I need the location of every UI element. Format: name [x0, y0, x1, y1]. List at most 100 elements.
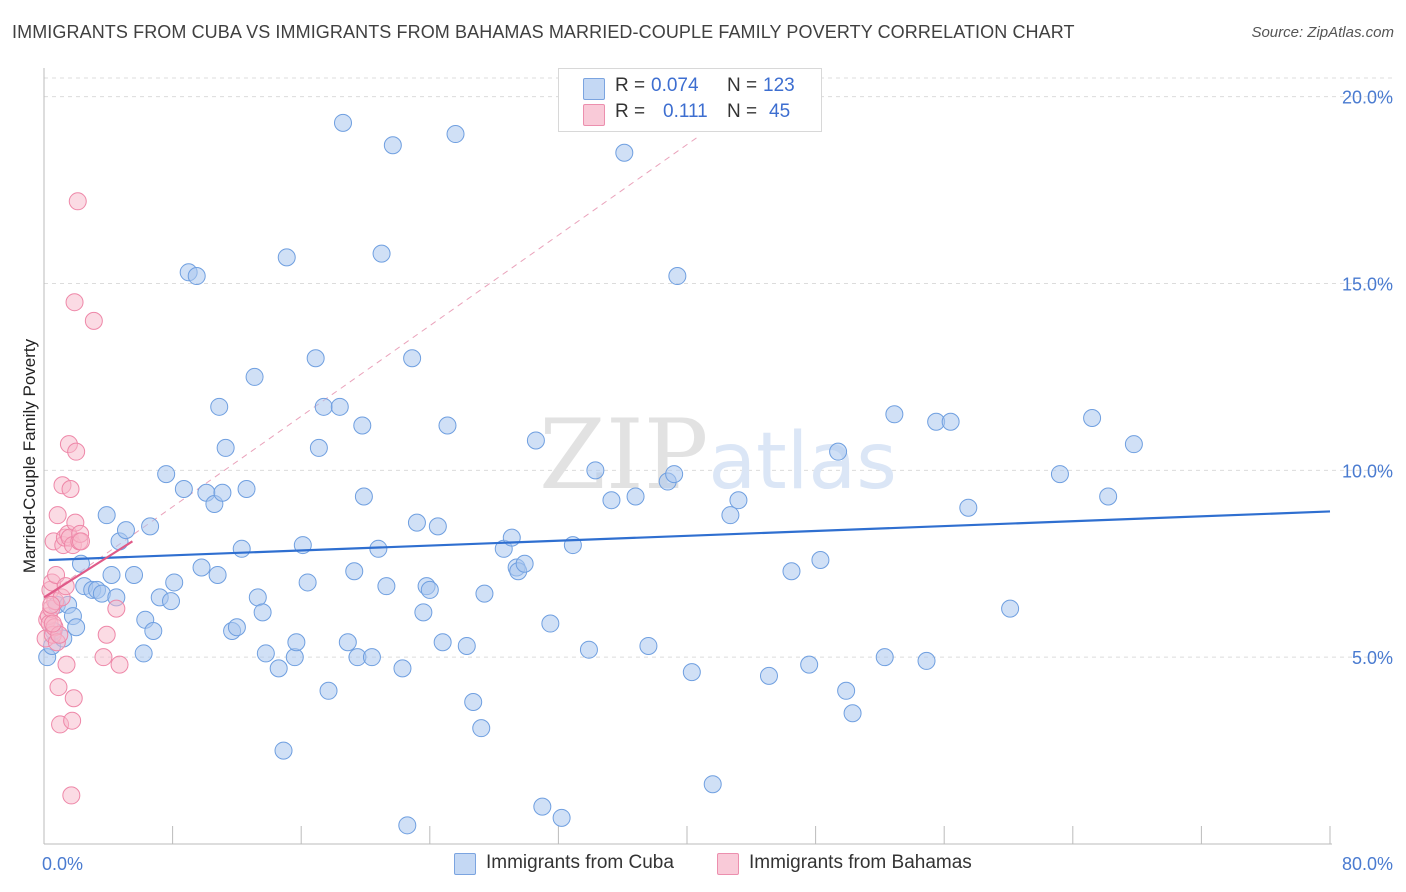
bahamas-point: [67, 442, 86, 461]
cuba-point: [665, 465, 684, 484]
n-value: 123: [763, 75, 795, 96]
cuba-point: [277, 248, 296, 267]
cuba-point: [759, 666, 778, 685]
cuba-point: [192, 558, 211, 577]
cuba-point: [134, 644, 153, 663]
y-tick-label: 20.0%: [1342, 88, 1393, 108]
bahamas-point: [63, 711, 82, 730]
cuba-point: [354, 487, 373, 506]
cuba-point: [208, 565, 227, 584]
cuba-point: [1050, 465, 1069, 484]
cuba-point: [353, 416, 372, 435]
cuba-point: [457, 636, 476, 655]
cuba-swatch: [583, 78, 605, 100]
cuba-point: [333, 113, 352, 132]
cuba-point: [941, 412, 960, 431]
cuba-point: [287, 633, 306, 652]
cuba-point: [515, 554, 534, 573]
bahamas-point: [57, 655, 76, 674]
cuba-point: [362, 648, 381, 667]
cuba-point: [309, 438, 328, 457]
bahamas-point: [97, 625, 116, 644]
cuba-point: [811, 551, 830, 570]
cuba-point: [639, 636, 658, 655]
y-axis-label: Married-Couple Family Poverty: [20, 338, 39, 574]
cuba-point: [345, 562, 364, 581]
cuba-point: [383, 136, 402, 155]
x-tick-label: 0.0%: [42, 854, 83, 874]
y-tick-labels: 5.0% 10.0% 15.0% 20.0%: [1342, 88, 1393, 668]
cuba-point: [615, 143, 634, 162]
cuba-point: [875, 648, 894, 667]
cuba-point: [782, 562, 801, 581]
cuba-point: [602, 491, 621, 510]
cuba-point: [269, 659, 288, 678]
correlation-legend: R = 0.074 N = 123 R = 0.111 N = 45: [558, 68, 822, 132]
cuba-point: [541, 614, 560, 633]
cuba-point: [253, 603, 272, 622]
n-value: 45: [769, 101, 791, 122]
y-tick-label: 5.0%: [1352, 648, 1393, 668]
source-label: Source: ZipAtlas.com: [1251, 24, 1394, 41]
cuba-point: [245, 367, 264, 386]
cuba-point: [885, 405, 904, 424]
cuba-point: [210, 397, 229, 416]
cuba-point: [232, 539, 251, 558]
bahamas-point: [43, 614, 62, 633]
cuba-point: [144, 622, 163, 641]
cuba-point: [213, 483, 232, 502]
cuba-point: [125, 565, 144, 584]
cuba-point: [475, 584, 494, 603]
cuba-point: [703, 775, 722, 794]
cuba-point: [174, 480, 193, 499]
cuba-point: [420, 580, 439, 599]
bahamas-point: [84, 311, 103, 330]
cuba-point: [330, 397, 349, 416]
legend-label: Immigrants from Bahamas: [749, 852, 972, 873]
bahamas-points: [36, 192, 129, 805]
bahamas-swatch: [717, 853, 739, 875]
cuba-point: [800, 655, 819, 674]
watermark-zip: ZIP: [539, 399, 708, 511]
cuba-point: [248, 588, 267, 607]
bahamas-swatch: [583, 104, 605, 126]
cuba-point: [338, 633, 357, 652]
bahamas-point: [107, 599, 126, 618]
cuba-point: [579, 640, 598, 659]
cuba-point: [843, 704, 862, 723]
cuba-swatch: [454, 853, 476, 875]
cuba-point: [446, 125, 465, 144]
x-tick-labels: 0.0% 80.0%: [42, 854, 1393, 874]
watermark: ZIPatlas: [539, 399, 897, 511]
x-tick-label: 80.0%: [1342, 854, 1393, 874]
legend-label: Immigrants from Cuba: [486, 852, 674, 873]
cuba-point: [393, 659, 412, 678]
cuba-point: [274, 741, 293, 760]
bahamas-point: [64, 689, 83, 708]
cuba-point: [256, 644, 275, 663]
cuba-point: [187, 267, 206, 286]
cuba-point: [721, 506, 740, 525]
bahamas-point: [68, 192, 87, 211]
grid-lines: [44, 77, 1392, 658]
cuba-point: [285, 648, 304, 667]
r-value: 0.074: [651, 75, 699, 96]
cuba-point: [102, 565, 121, 584]
cuba-point: [227, 618, 246, 637]
cuba-point: [526, 431, 545, 450]
bahamas-point: [42, 595, 61, 614]
cuba-point: [319, 681, 338, 700]
cuba-point: [1099, 487, 1118, 506]
cuba-point: [433, 633, 452, 652]
cuba-point: [157, 465, 176, 484]
cuba-point: [97, 506, 116, 525]
cuba-point: [917, 651, 936, 670]
r-label: R =: [615, 75, 646, 96]
bahamas-point: [61, 480, 80, 499]
cuba-point: [306, 349, 325, 368]
n-label: N =: [727, 101, 758, 122]
cuba-point: [67, 618, 86, 637]
cuba-point: [533, 797, 552, 816]
bahamas-trend-line: [43, 540, 134, 599]
cuba-point: [216, 438, 235, 457]
